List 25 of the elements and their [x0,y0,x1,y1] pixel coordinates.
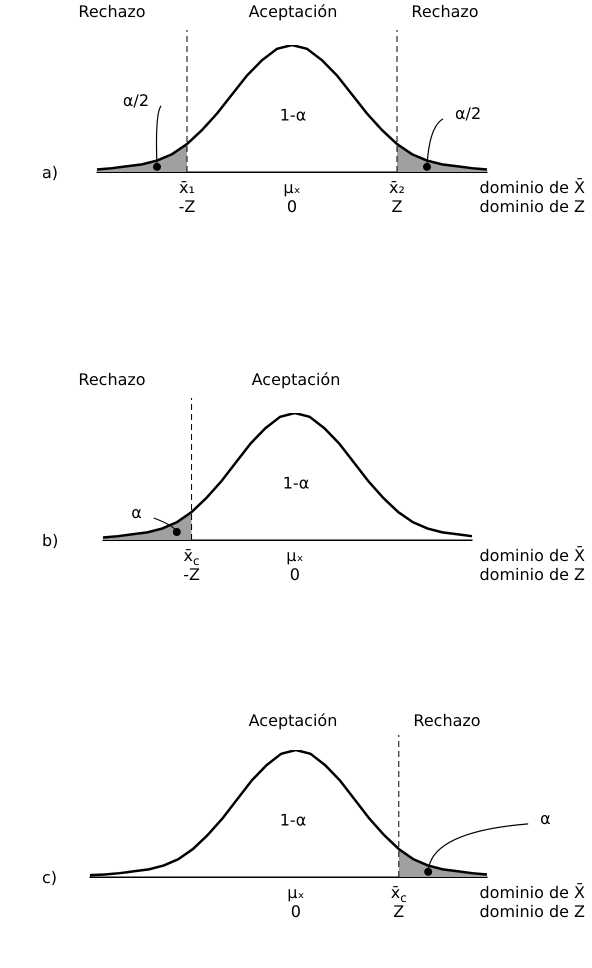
text: Rechazo [413,711,481,730]
annotation: 1-α [280,105,306,124]
text: Aceptación [248,2,338,22]
text: Rechazo [411,2,479,22]
annotation: 1-α [280,810,306,830]
x-tick-label: μₓ 0 [283,178,301,216]
x-axis-title: dominio de X̄ dominio de Z [480,883,586,922]
text: Aceptación [252,370,340,390]
text: Rechazo [78,370,146,390]
annotation: α/2 [455,104,482,124]
x-axis-title: dominio de X̄ dominio de Z [480,546,586,584]
x-tick-label: x̄₂ Z [389,178,405,216]
annotation: 1-α [282,473,310,492]
text: Rechazo [78,2,146,22]
text: Aceptación [248,711,338,730]
x-tick-label: μₓ 0 [287,883,304,922]
text: b) [42,531,58,550]
annotation: α [131,503,142,522]
annotation: α/2 [122,91,150,110]
text: α [540,809,551,828]
x-tick-label: μₓ 0 [286,546,304,584]
text: c) [42,868,58,888]
x-axis-title: dominio de X̄ dominio de Z [480,178,586,216]
x-tick-label: x̄₁ -Z [178,178,196,216]
text: a) [42,163,58,182]
